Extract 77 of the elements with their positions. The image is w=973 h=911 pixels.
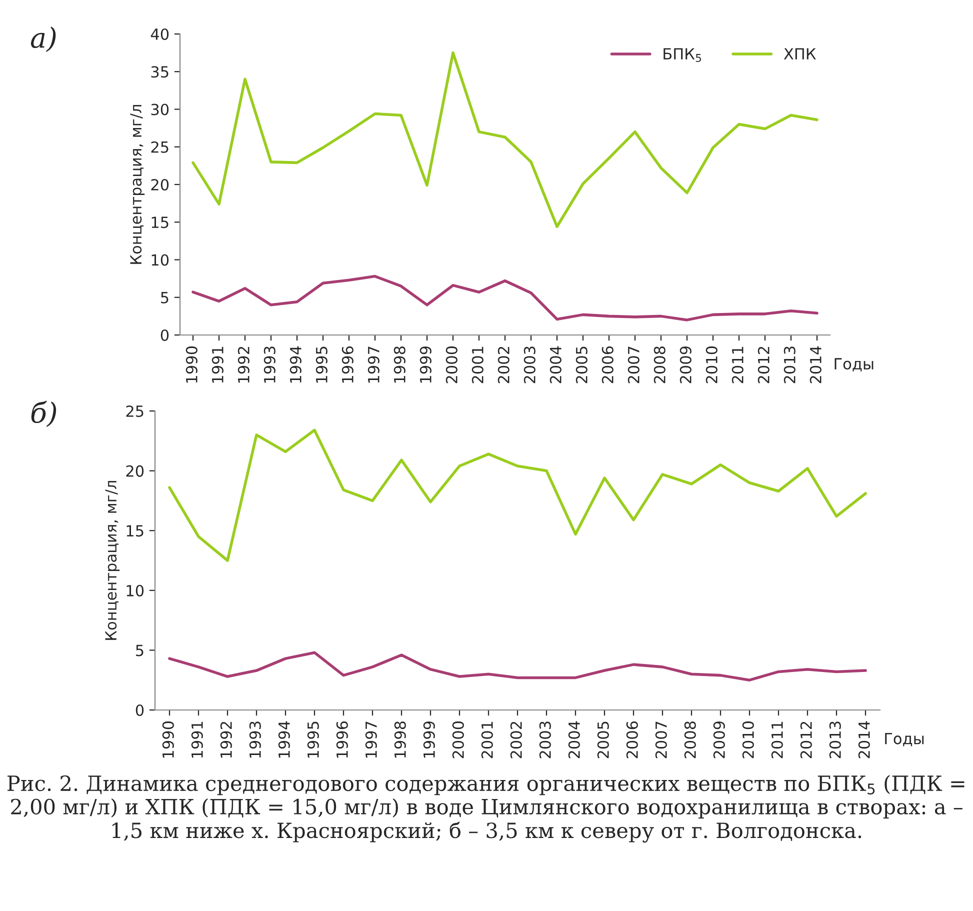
y-tick-label: 25 [151,141,168,153]
x-tick-label: 2000 [446,346,458,384]
x-tick-label: 1997 [368,346,380,383]
x-tick-label: 1999 [420,346,432,383]
y-tick-label: 35 [151,66,168,78]
legend-label: БПК$_{5}$ [664,48,701,62]
x-tick-label: 2003 [524,346,536,384]
x-tick-label: 1994 [278,721,290,758]
x-tick-label: 2011 [771,722,783,758]
x-tick-label: 2009 [713,721,725,758]
y-tick-label: 30 [151,104,169,116]
legend-label: ХПК [784,48,816,60]
y-tick-label: 10 [152,254,169,266]
x-tick-label: 2004 [568,721,580,758]
x-tick-label: 2005 [597,722,609,758]
text: а) [30,26,56,52]
x-tick-label: 2002 [510,722,522,758]
text: б) [31,400,56,427]
y-axis-title: Концентрация, мг/л [130,104,145,264]
x-tick-label: 1991 [212,346,224,383]
x-tick-label: 2008 [654,346,666,384]
y-tick-label: 15 [126,525,144,537]
x-tick-label: 2005 [576,346,588,384]
x-tick-label: 1993 [249,722,261,758]
x-tick-label: 1998 [394,346,406,383]
x-axis-title: Годы [885,732,924,746]
y-tick-label: 5 [136,644,144,656]
x-tick-label: 2014 [810,346,822,384]
x-tick-label: 1997 [365,722,377,758]
x-tick-label: 1990 [162,721,174,758]
x-tick-label: 1993 [264,346,276,383]
x-tick-label: 2007 [628,346,640,384]
x-tick-label: 2012 [758,346,770,384]
x-tick-label: 2014 [858,721,870,758]
x-tick-label: 2000 [452,721,464,758]
x-tick-label: 2001 [472,346,484,384]
x-tick-label: 1996 [336,721,348,758]
y-tick-label: 15 [152,216,168,228]
x-tick-label: 2007 [655,722,667,758]
x-tick-label: 2004 [550,346,562,384]
text: Рис. 2. Динамика среднегодового содержания органических веществ по БПК$_{5}$ (ПДК = 2,00 мг/л) и ХПК (ПДК = 15,0 мг/л) в воде Цимлянского водохранилища в створах: а – 1,5 км ниже х. Красноярский; б – 3,5 км к северу от г. Волгодонска. [8,775,964,843]
x-tick-label: 2011 [732,346,744,384]
y-tick-label: 20 [151,178,169,191]
x-tick-label: 1992 [220,722,232,758]
x-tick-label: 2013 [784,346,796,384]
x-tick-label: 2002 [498,346,510,384]
x-tick-label: 1995 [307,722,319,758]
y-tick-label: 20 [126,465,144,477]
x-axis-title: Годы [834,358,874,372]
x-tick-label: 2013 [829,722,841,758]
x-tick-label: 2009 [680,346,692,384]
x-tick-label: 1994 [290,346,302,383]
x-tick-label: 2008 [684,721,696,758]
x-tick-label: 2001 [481,722,493,758]
x-tick-label: 2003 [539,722,551,758]
x-tick-label: 2010 [742,721,754,758]
line-series [168,651,867,682]
line-series [168,428,867,562]
y-tick-label: 0 [160,329,169,342]
x-tick-label: 1995 [316,346,328,383]
x-tick-label: 2006 [602,346,614,384]
x-tick-label: 2012 [800,722,812,758]
y-tick-label: 40 [150,28,169,40]
y-tick-label: 25 [126,405,144,418]
y-tick-label: 5 [161,292,168,304]
line-series [192,274,818,322]
x-tick-label: 1998 [394,721,406,758]
x-tick-label: 2006 [626,721,638,758]
x-tick-label: 1992 [238,346,250,383]
y-tick-label: 0 [136,704,144,716]
x-tick-label: 2010 [706,346,718,384]
y-tick-label: 10 [126,584,144,596]
x-tick-label: 1996 [342,346,354,383]
x-tick-label: 1990 [186,346,198,383]
x-tick-label: 1991 [191,722,203,758]
y-axis-title: Концентрация, мг/л [105,480,120,640]
x-tick-label: 1999 [423,721,435,758]
